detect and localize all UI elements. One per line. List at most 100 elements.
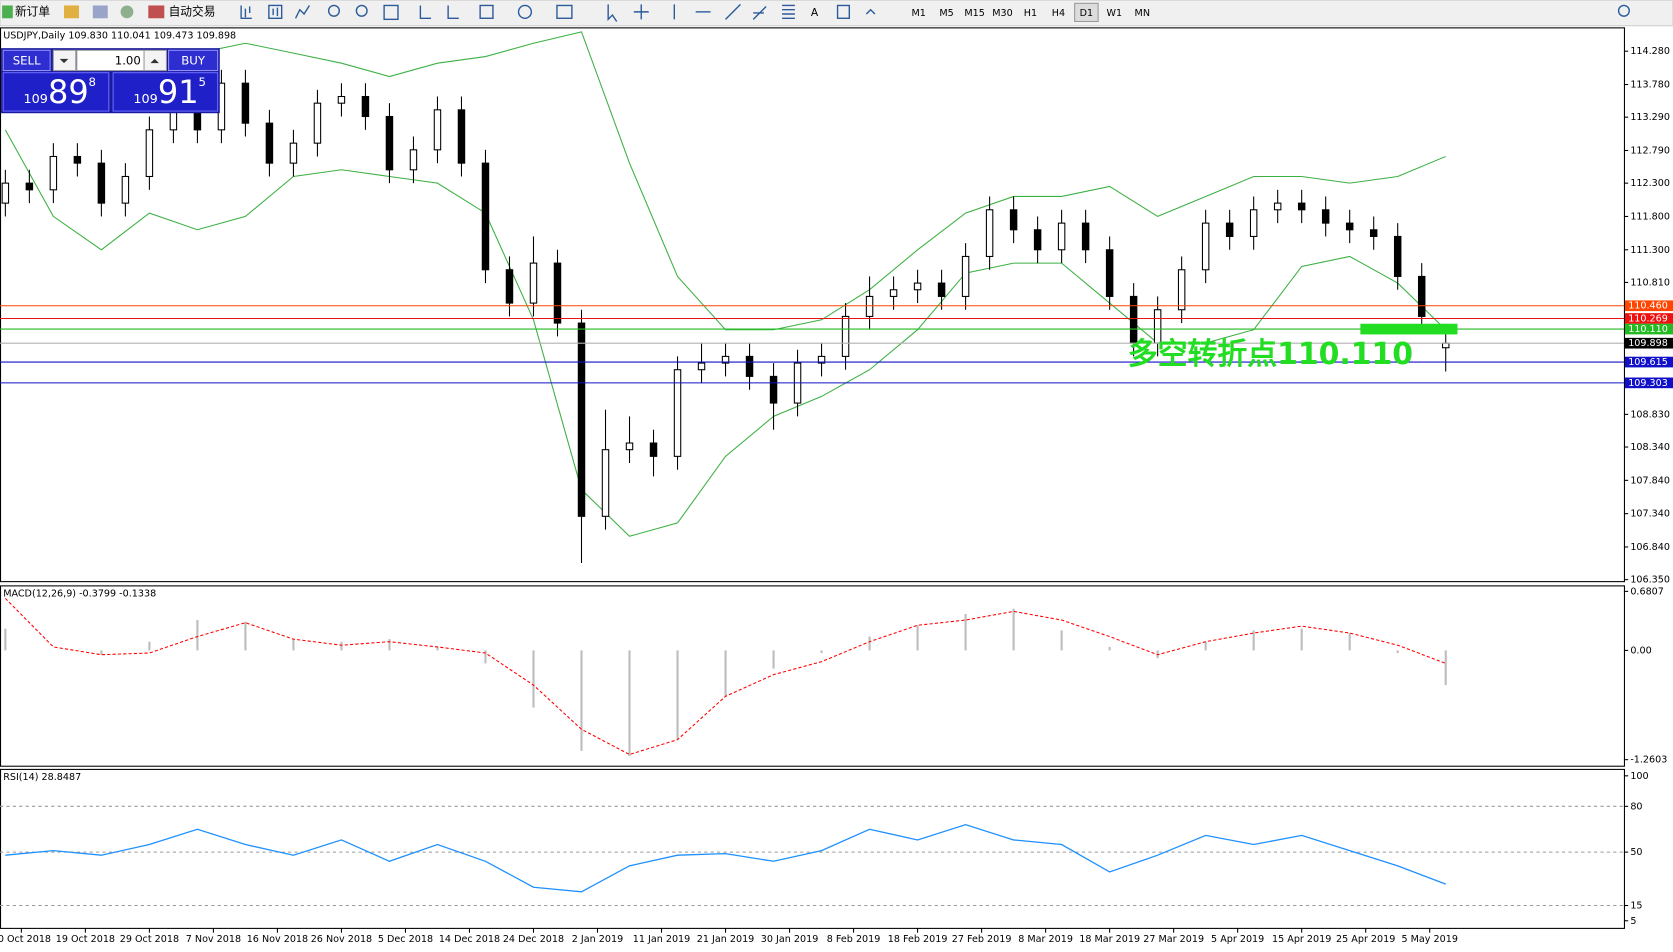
- auto-trading-icon[interactable]: [148, 5, 165, 19]
- arrow-down: [59, 58, 69, 64]
- candle-icon[interactable]: [268, 4, 283, 19]
- timeframe-button[interactable]: M30: [992, 8, 1013, 19]
- y-tick-label: 110.810: [1630, 277, 1670, 288]
- buy-label[interactable]: BUY: [181, 53, 206, 67]
- candle-body: [1105, 249, 1114, 297]
- y-tick-label: 111.300: [1630, 245, 1670, 256]
- indicators-icon[interactable]: [479, 4, 494, 19]
- candle-body: [457, 109, 466, 164]
- buy-price-sup: 5: [198, 75, 205, 89]
- lots-value[interactable]: 1.00: [115, 53, 141, 67]
- candle-body: [841, 315, 850, 357]
- sell-price-main: 89: [48, 73, 89, 111]
- candle-body: [601, 449, 610, 517]
- x-tick-label: 24 Dec 2018: [503, 934, 564, 945]
- line-icon[interactable]: [294, 5, 311, 19]
- x-tick-label: 15 Apr 2019: [1272, 934, 1331, 945]
- y-tick-label: 112.300: [1630, 178, 1670, 189]
- timeframe-button[interactable]: M1: [911, 8, 925, 19]
- plot-area: 114.280 113.780 113.290 112.790 112.300 111.8…: [0, 27, 1673, 945]
- buy-price-big: 109: [133, 92, 157, 107]
- price-level-label: 109.303: [1628, 378, 1668, 389]
- x-tick-label: 10 Oct 2018: [0, 934, 51, 945]
- panel-frame: [0, 585, 1625, 767]
- candle-body: [313, 102, 322, 144]
- sell-price-box[interactable]: [2, 72, 110, 112]
- sell-button[interactable]: [2, 49, 51, 72]
- x-tick-label: 27 Feb 2019: [952, 934, 1012, 945]
- timeframe-button[interactable]: M5: [939, 8, 953, 19]
- auto-trading-button[interactable]: 自动交易: [169, 4, 216, 18]
- x-tick-label: 18 Feb 2019: [888, 934, 948, 945]
- tool-icon[interactable]: [64, 5, 79, 19]
- y-tick-label: -1.2603: [1630, 755, 1667, 766]
- timeframe-button[interactable]: W1: [1107, 8, 1123, 19]
- price-level-label: 110.110: [1628, 324, 1668, 335]
- timeframe-button[interactable]: M15: [964, 8, 985, 19]
- channel-icon[interactable]: [752, 6, 767, 20]
- bollinger-band: [5, 31, 1446, 331]
- candle-body: [409, 149, 418, 171]
- candle-body: [697, 362, 706, 371]
- text-tool[interactable]: A: [811, 6, 819, 19]
- tool-icon[interactable]: [120, 5, 134, 19]
- shift-icon[interactable]: [447, 5, 459, 19]
- price-level-tag: [1624, 300, 1673, 312]
- arrows-icon[interactable]: [865, 8, 876, 15]
- price-level-label: 109.898: [1628, 338, 1668, 349]
- periods-icon[interactable]: [517, 4, 533, 19]
- y-tick-label: 50: [1630, 847, 1642, 858]
- buy-price-box[interactable]: [112, 72, 219, 112]
- tool-icon[interactable]: [92, 5, 108, 19]
- zoom-out-icon[interactable]: [355, 4, 368, 17]
- templates-icon[interactable]: [556, 4, 573, 19]
- y-tick-label: 0.00: [1630, 645, 1651, 656]
- y-tick-label: 112.790: [1630, 145, 1670, 156]
- fibo-icon[interactable]: [782, 4, 795, 19]
- timeframe-button[interactable]: H1: [1024, 8, 1037, 19]
- candle-body: [145, 129, 154, 178]
- candle-body: [961, 255, 970, 297]
- x-tick-label: 29 Oct 2018: [120, 934, 179, 945]
- tile-icon[interactable]: [383, 4, 399, 21]
- price-level-label: 110.460: [1628, 301, 1668, 312]
- candle-body: [1033, 229, 1042, 251]
- x-tick-label: 16 Nov 2018: [247, 934, 308, 945]
- candle-body: [25, 182, 34, 191]
- price-level-label: 109.615: [1628, 357, 1668, 368]
- zoom-in-icon[interactable]: [327, 4, 340, 17]
- price-level-tag: [1624, 313, 1673, 324]
- price-level-tag: [1624, 377, 1673, 389]
- search-icon[interactable]: [1617, 4, 1630, 17]
- timeframe-button[interactable]: D1: [1080, 8, 1094, 19]
- candle-body: [769, 375, 778, 404]
- candle-body: [1009, 209, 1018, 231]
- new-order-icon[interactable]: [2, 5, 13, 19]
- y-tick-label: 114.280: [1630, 46, 1670, 57]
- price-level-tag: [1624, 337, 1673, 349]
- candle-body: [721, 355, 730, 364]
- candle-body: [361, 95, 370, 118]
- candle-body: [1369, 229, 1378, 237]
- timeframe-button[interactable]: H4: [1052, 8, 1065, 19]
- timeframe-button[interactable]: MN: [1135, 8, 1150, 19]
- cursor-icon[interactable]: [607, 4, 618, 22]
- candle-body: [433, 109, 442, 151]
- crosshair-icon[interactable]: [633, 4, 649, 20]
- candle-body: [1273, 202, 1282, 211]
- trendline-icon[interactable]: [725, 3, 741, 20]
- sell-label[interactable]: SELL: [13, 53, 41, 67]
- new-order-button[interactable]: 新订单: [15, 4, 50, 18]
- x-tick-label: 18 Mar 2019: [1079, 934, 1140, 945]
- candle-body: [1057, 222, 1066, 251]
- y-tick-label: 113.290: [1630, 112, 1670, 123]
- label-icon[interactable]: [836, 4, 850, 19]
- autoscroll-icon[interactable]: [419, 5, 432, 19]
- buy-button[interactable]: [168, 49, 219, 72]
- candle-body: [577, 322, 586, 517]
- candle-body: [1297, 202, 1306, 211]
- candle-body: [337, 95, 346, 104]
- candle-body: [1345, 222, 1354, 231]
- candle-body: [1321, 209, 1330, 224]
- bar-chart-icon[interactable]: [240, 5, 252, 19]
